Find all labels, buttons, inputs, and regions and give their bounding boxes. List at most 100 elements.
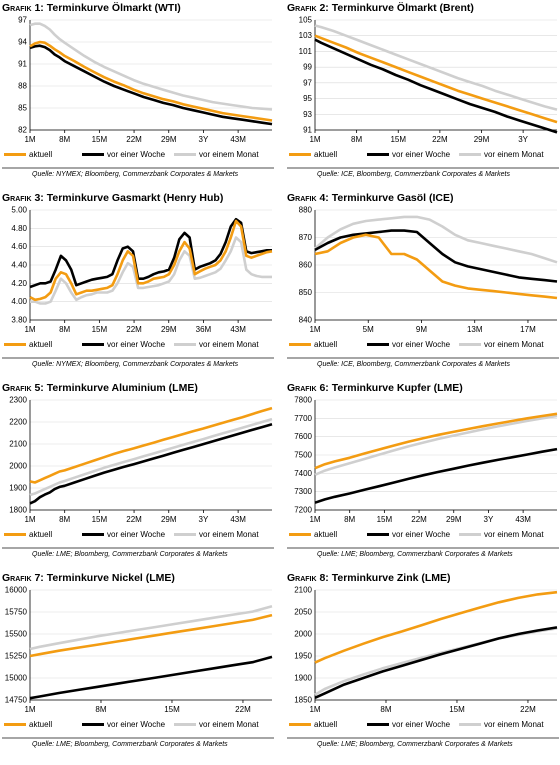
- legend-item-woche: vor einer Woche: [82, 340, 165, 349]
- chart-plot-4: 840 850 860 870 880 1M 5M 9M 13M 17M: [299, 206, 558, 334]
- x-tick-label: 1M: [24, 515, 35, 524]
- x-tick-label: 8M: [59, 135, 70, 144]
- x-tick-label: 29M: [161, 135, 177, 144]
- divider: [2, 357, 274, 359]
- y-tick-label: 5.00: [11, 206, 27, 215]
- y-tick-label: 97: [303, 78, 312, 87]
- x-tick-label: 43M: [230, 515, 246, 524]
- series-line-aktuell: [29, 219, 273, 302]
- x-tick-label: 29M: [161, 515, 177, 524]
- chart-panel-8: Grafik 8: Terminkurve Zink (LME) 1850 190…: [287, 572, 559, 762]
- y-tick-label: 4.00: [11, 297, 27, 306]
- y-tick-label: 94: [18, 38, 27, 47]
- chart-source: Quelle: NYMEX; Bloomberg, Commerzbank Co…: [32, 171, 239, 178]
- chart-title: Grafik 7: Terminkurve Nickel (LME): [2, 572, 175, 584]
- chart-source: Quelle: LME; Bloomberg, Commerzbank Corp…: [32, 551, 228, 558]
- x-tick-label: 15M: [164, 705, 180, 714]
- y-tick-label: 1800: [9, 506, 27, 515]
- y-tick-label: 91: [18, 60, 27, 69]
- series-line-aktuell: [29, 406, 273, 484]
- chart-plot-6: 7200 7300 7400 7500 7600 7700 7800 1M 8M 15M 22M 29…: [294, 396, 558, 524]
- x-tick-label: 13M: [467, 325, 483, 334]
- series-line-aktuell: [29, 613, 273, 658]
- divider: [287, 167, 559, 169]
- x-tick-label: 22M: [432, 135, 448, 144]
- y-tick-label: 95: [303, 94, 312, 103]
- chart-panel-1: Grafik 1: Terminkurve Ölmarkt (WTI) 82 85…: [2, 2, 274, 192]
- x-tick-label: 3Y: [518, 135, 528, 144]
- x-tick-label: 1M: [24, 135, 35, 144]
- divider: [287, 547, 559, 549]
- y-tick-label: 105: [299, 16, 313, 25]
- divider: [2, 547, 274, 549]
- x-tick-label: 1M: [309, 705, 320, 714]
- x-tick-label: 22M: [235, 705, 251, 714]
- x-tick-label: 43M: [515, 515, 531, 524]
- divider: [287, 737, 559, 739]
- x-tick-label: 29M: [474, 135, 490, 144]
- y-tick-label: 15750: [5, 608, 28, 617]
- legend-item-aktuell: aktuell: [4, 530, 52, 539]
- y-tick-label: 82: [18, 126, 27, 135]
- series-line-monat: [314, 627, 558, 696]
- legend-item-woche: vor einer Woche: [367, 530, 450, 539]
- x-tick-label: 17M: [520, 325, 536, 334]
- chart-title: Grafik 3: Terminkurve Gasmarkt (Henry Hu…: [2, 192, 224, 204]
- legend-item-monat: vor einem Monat: [174, 150, 259, 159]
- y-tick-label: 15250: [5, 652, 28, 661]
- chart-title: Grafik 2: Terminkurve Ölmarkt (Brent): [287, 2, 474, 14]
- y-tick-label: 91: [303, 126, 312, 135]
- x-tick-label: 8M: [59, 515, 70, 524]
- y-tick-label: 4.60: [11, 242, 27, 251]
- y-tick-label: 101: [299, 47, 313, 56]
- y-tick-label: 93: [303, 110, 312, 119]
- legend-item-woche: vor einer Woche: [367, 150, 450, 159]
- chart-plot-5: 1800 1900 2000 2100 2200 2300 1M 8M 15M 22M 29M 3Y 4…: [9, 396, 273, 524]
- y-tick-label: 15000: [5, 674, 28, 683]
- series-line-woche: [314, 626, 558, 699]
- series-line-woche: [29, 655, 273, 700]
- chart-legend: aktuell vor einer Woche vor einem Monat: [2, 530, 274, 544]
- legend-item-monat: vor einem Monat: [174, 340, 259, 349]
- y-tick-label: 1900: [294, 674, 312, 683]
- legend-item-woche: vor einer Woche: [82, 530, 165, 539]
- x-tick-label: 22M: [126, 325, 142, 334]
- chart-plot-7: 14750 15000 15250 15500 15750 16000 1M 8M 15M 22M: [5, 586, 273, 714]
- chart-panel-3: Grafik 3: Terminkurve Gasmarkt (Henry Hu…: [2, 192, 274, 382]
- y-tick-label: 7600: [294, 432, 312, 441]
- y-tick-label: 7700: [294, 414, 312, 423]
- x-tick-label: 15M: [92, 325, 108, 334]
- y-tick-label: 97: [18, 16, 27, 25]
- y-tick-label: 1900: [9, 484, 27, 493]
- y-tick-label: 15500: [5, 630, 28, 639]
- y-tick-label: 7800: [294, 396, 312, 405]
- y-tick-label: 3.80: [11, 316, 27, 325]
- series-line-aktuell: [314, 34, 558, 124]
- chart-legend: aktuell vor einer Woche vor einem Monat: [287, 340, 559, 354]
- chart-legend: aktuell vor einer Woche vor einem Monat: [287, 530, 559, 544]
- y-tick-label: 870: [299, 233, 313, 242]
- chart-source: Quelle: LME; Bloomberg, Commerzbank Corp…: [317, 741, 513, 748]
- x-tick-label: 29M: [161, 325, 177, 334]
- x-tick-label: 15M: [377, 515, 393, 524]
- legend-item-woche: vor einer Woche: [367, 340, 450, 349]
- y-tick-label: 2050: [294, 608, 312, 617]
- x-tick-label: 5M: [363, 325, 374, 334]
- legend-item-aktuell: aktuell: [4, 340, 52, 349]
- legend-item-aktuell: aktuell: [289, 150, 337, 159]
- chart-title: Grafik 6: Terminkurve Kupfer (LME): [287, 382, 463, 394]
- legend-item-aktuell: aktuell: [289, 340, 337, 349]
- series-line-monat: [314, 215, 558, 264]
- chart-source: Quelle: LME; Bloomberg, Commerzbank Corp…: [317, 551, 513, 558]
- series-line-aktuell: [314, 412, 558, 470]
- x-tick-label: 15M: [92, 515, 108, 524]
- chart-legend: aktuell vor einer Woche vor einem Monat: [2, 340, 274, 354]
- y-tick-label: 7400: [294, 469, 312, 478]
- x-tick-label: 1M: [309, 515, 320, 524]
- chart-panel-7: Grafik 7: Terminkurve Nickel (LME) 14750…: [2, 572, 274, 762]
- x-tick-label: 15M: [390, 135, 406, 144]
- legend-item-monat: vor einem Monat: [174, 530, 259, 539]
- x-tick-label: 3Y: [199, 515, 209, 524]
- chart-source: Quelle: ICE, Bloomberg, Commerzbank Corp…: [317, 361, 510, 368]
- legend-item-monat: vor einem Monat: [459, 720, 544, 729]
